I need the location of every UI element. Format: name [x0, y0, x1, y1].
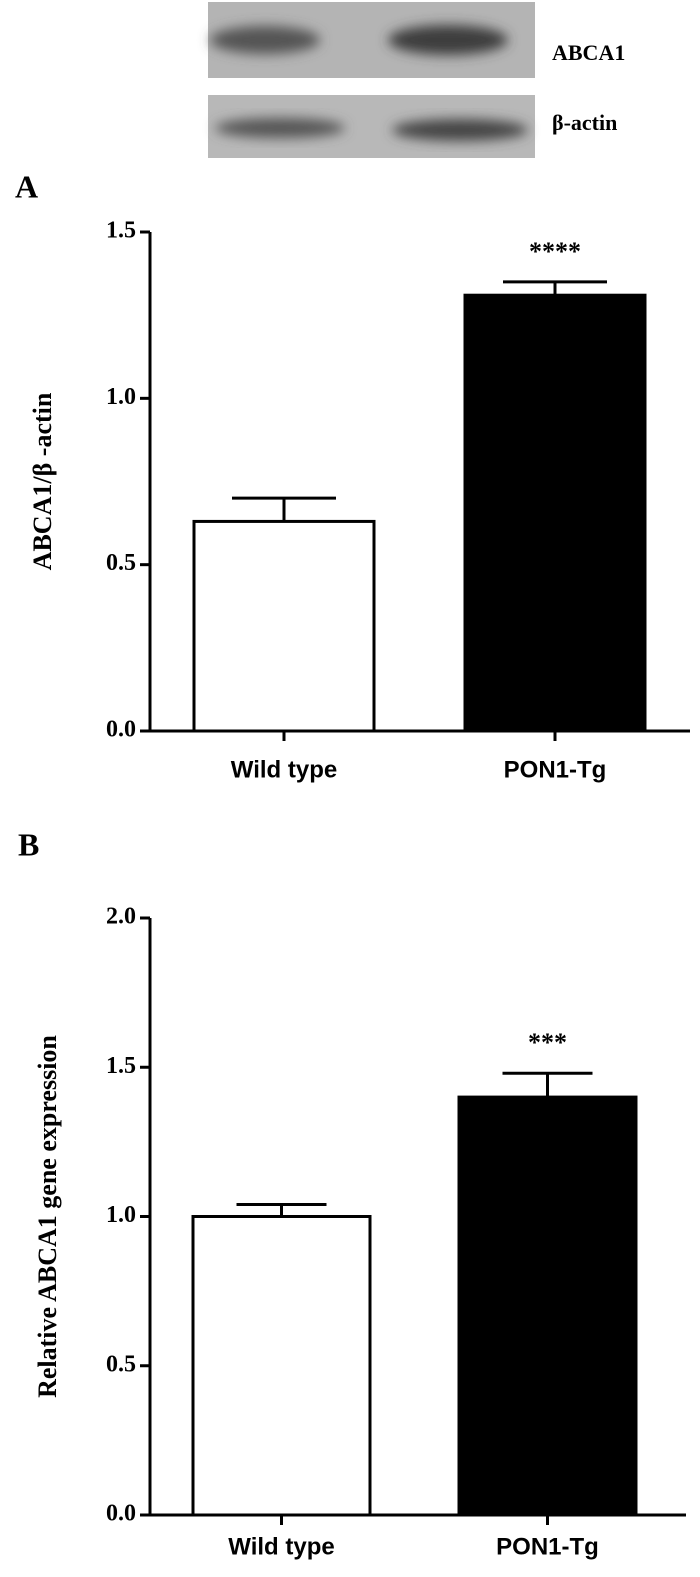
y-tick-label: 1.0 — [106, 384, 136, 410]
y-tick-label: 0.5 — [106, 550, 136, 576]
panel-label: A — [15, 168, 38, 204]
blot-label: β-actin — [552, 110, 617, 135]
x-tick-label: Wild type — [231, 756, 337, 783]
bar — [191, 1215, 372, 1517]
y-tick-label: 0.0 — [106, 717, 136, 743]
y-tick-label: 1.5 — [106, 1053, 136, 1079]
bar — [192, 519, 376, 733]
y-tick-label: 1.5 — [106, 218, 136, 244]
y-tick-label: 0.0 — [106, 1501, 136, 1527]
x-tick-label: PON1-Tg — [504, 756, 607, 783]
y-tick-label: 0.5 — [106, 1351, 136, 1377]
western-blot: ABCA1 β-actin — [208, 2, 625, 158]
blot-band — [392, 119, 528, 141]
blot-label: ABCA1 — [552, 40, 625, 65]
x-tick-label: Wild type — [228, 1533, 334, 1560]
blot-band — [388, 25, 508, 55]
bar — [457, 1095, 638, 1517]
y-axis-label: Relative ABCA1 gene expression — [33, 1035, 62, 1398]
y-tick-label: 1.0 — [106, 1202, 136, 1228]
significance-label: *** — [528, 1028, 567, 1057]
bar — [463, 293, 647, 733]
blot-band — [210, 26, 320, 54]
y-axis-label: ABCA1/β -actin — [28, 392, 57, 570]
significance-label: **** — [529, 237, 581, 266]
y-tick-label: 2.0 — [106, 904, 136, 930]
panel-label: B — [18, 826, 39, 862]
x-tick-label: PON1-Tg — [496, 1533, 599, 1560]
blot-band — [215, 118, 345, 138]
